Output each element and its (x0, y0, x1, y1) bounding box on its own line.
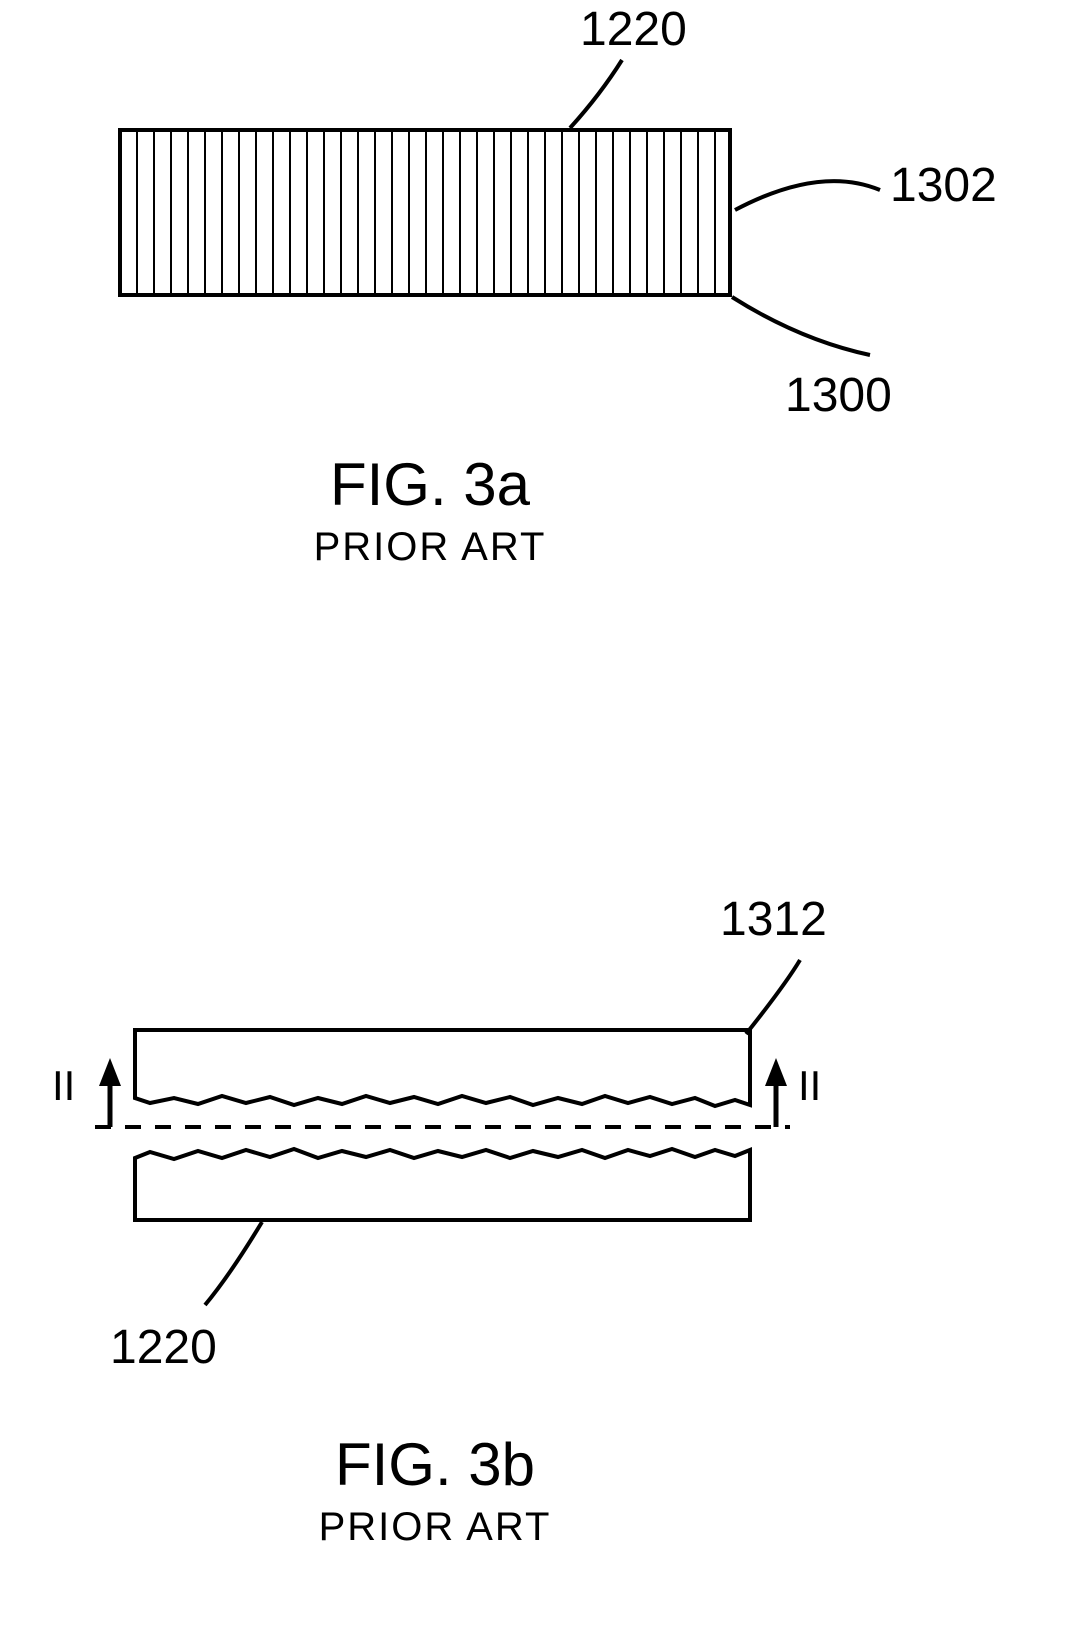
label-1312: 1312 (720, 892, 827, 947)
section-mark-right: II (798, 1062, 821, 1110)
fig3b-title: FIG. 3b PRIOR ART (0, 1430, 870, 1550)
section-mark-left: II (52, 1062, 75, 1110)
fig3b-title-text: FIG. 3b (0, 1430, 870, 1499)
fig3b-subtitle: PRIOR ART (0, 1505, 870, 1550)
fig-3b: II II 1312 1220 FIG. 3b PRIOR ART (0, 0, 1070, 1628)
fig3b-drawing (0, 0, 1070, 1628)
label-1220-b: 1220 (110, 1320, 217, 1375)
